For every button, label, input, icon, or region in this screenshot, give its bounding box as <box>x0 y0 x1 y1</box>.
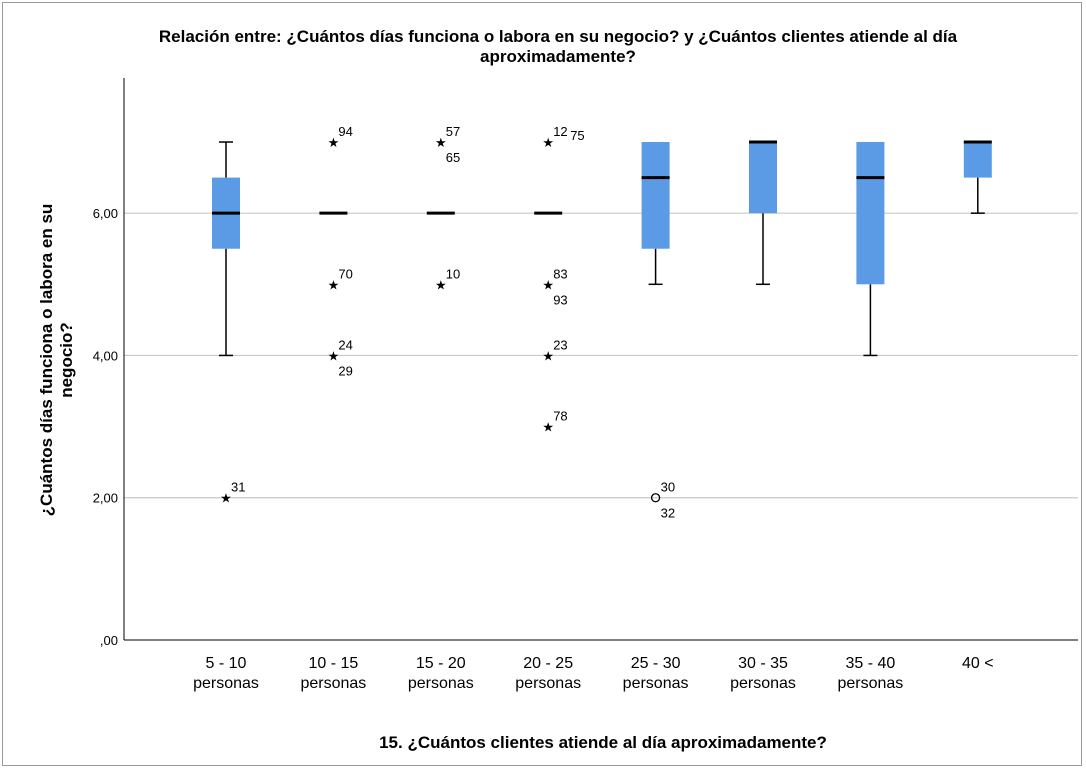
iqr-box <box>856 142 885 285</box>
outlier-label: 30 <box>661 480 675 495</box>
outlier-circle <box>650 493 661 503</box>
outlier-group: ★10 <box>435 266 460 292</box>
x-category-label: 25 - 30 <box>631 655 681 672</box>
outlier-label: 70 <box>338 266 352 281</box>
gridlines <box>124 212 1078 499</box>
outlier-group: ★70 <box>328 266 353 292</box>
outlier-star: ★ <box>435 277 447 292</box>
y-axis-title-line-2: negocio? <box>57 322 76 398</box>
outlier-group: ★57 65 <box>435 124 460 165</box>
iqr-box <box>641 142 670 249</box>
outlier-group: ★83 93 <box>542 266 567 307</box>
outlier-label: 32 <box>661 506 675 521</box>
y-tick-label: 4,00 <box>93 348 118 363</box>
outlier-star: ★ <box>435 135 447 150</box>
outlier-group: ★23 <box>542 337 567 363</box>
y-axis-title-line-1: ¿Cuántos días funciona o labora en su <box>37 204 56 517</box>
outlier-label: 83 <box>553 266 567 281</box>
y-tick-label: 6,00 <box>93 206 118 221</box>
x-category-label: 10 - 15 <box>308 655 358 672</box>
x-category-labels: 5 - 10 personas 10 - 15 personas 15 - 20 pers… <box>193 655 994 692</box>
outlier-star: ★ <box>328 135 340 150</box>
outlier-star: ★ <box>328 277 340 292</box>
outlier-label: 78 <box>553 409 567 424</box>
x-axis-title: 15. ¿Cuántos clientes atiende al día apr… <box>379 733 827 752</box>
outlier-label: 10 <box>446 266 460 281</box>
x-category-label: 5 - 10 <box>206 655 247 672</box>
outlier-label: 31 <box>231 480 245 495</box>
outlier-group: ★78 <box>542 409 567 435</box>
iqr-box <box>749 142 777 214</box>
outlier-star: ★ <box>542 348 554 363</box>
outlier-star: ★ <box>542 135 554 150</box>
x-category-label: personas <box>730 675 796 692</box>
outlier-label: 94 <box>338 124 352 139</box>
y-tick-labels: ,00 2,00 4,00 6,00 <box>93 206 118 648</box>
boxes <box>212 140 992 357</box>
outlier-label: 23 <box>553 337 567 352</box>
iqr-box <box>963 142 992 178</box>
x-category-label: personas <box>515 675 581 692</box>
outlier-group: ★12 75 <box>542 124 584 150</box>
box-group <box>963 140 992 214</box>
chart-title-line-1: Relación entre: ¿Cuántos días funciona o… <box>159 27 958 46</box>
outlier-star: ★ <box>328 348 340 363</box>
outlier-label: 65 <box>446 150 460 165</box>
outlier-star: ★ <box>542 277 554 292</box>
outlier-label: 57 <box>446 124 460 139</box>
y-tick-label: ,00 <box>100 633 118 648</box>
outlier-star: ★ <box>542 420 554 435</box>
x-category-label: 30 - 35 <box>738 655 788 672</box>
box-group <box>856 142 885 357</box>
outlier-group: ★31 <box>220 480 245 506</box>
box-group <box>641 142 670 286</box>
outlier-label: 24 <box>338 337 352 352</box>
outlier-group: 30 32 <box>650 480 675 521</box>
y-tick-label: 2,00 <box>93 491 118 506</box>
outlier-label: 93 <box>553 292 567 307</box>
outlier-group: ★24 29 <box>328 337 353 378</box>
outlier-group: ★94 <box>328 124 353 150</box>
x-category-label: 40 < <box>962 655 994 672</box>
x-category-label: personas <box>408 675 474 692</box>
box-group <box>212 141 240 357</box>
x-category-label: personas <box>193 675 259 692</box>
x-category-label: 35 - 40 <box>845 655 895 672</box>
box-group <box>749 140 777 286</box>
x-category-label: personas <box>837 675 903 692</box>
chart-title-line-2: aproximadamente? <box>480 47 636 66</box>
outlier-label: 29 <box>338 363 352 378</box>
outlier-star: ★ <box>220 491 232 506</box>
x-category-label: 15 - 20 <box>416 655 466 672</box>
x-category-label: personas <box>300 675 366 692</box>
x-category-label: 20 - 25 <box>523 655 573 672</box>
outlier-label: 75 <box>570 128 584 143</box>
outlier-label: 12 <box>553 124 567 139</box>
x-category-label: personas <box>623 675 689 692</box>
